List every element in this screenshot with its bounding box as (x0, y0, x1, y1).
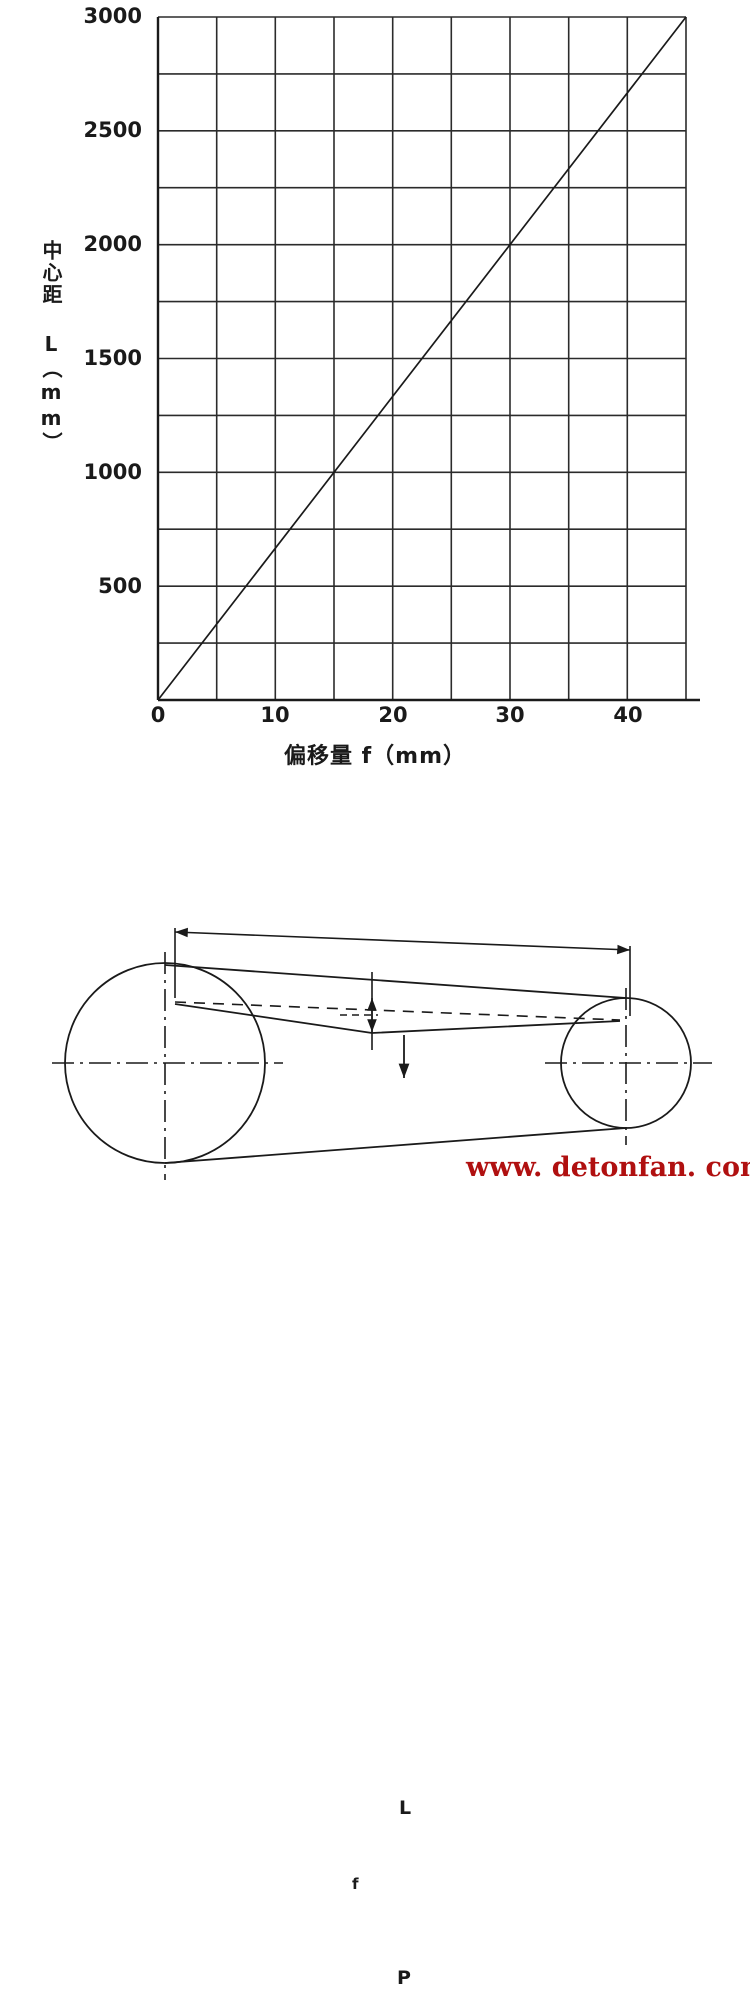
diagram-container: L f P (0, 880, 750, 1989)
x-axis-title: 偏移量 f（mm） (283, 744, 467, 769)
x-tick-label-0: 0 (150, 703, 166, 727)
y-tick-label-500: 500 (98, 574, 142, 598)
label-span-length-L: L (399, 1797, 412, 1819)
x-tick-label-20: 20 (378, 703, 408, 727)
watermark-url: www. detonfan. com (466, 1152, 750, 1183)
dimension-L (174, 927, 631, 1016)
y-tick-label-2000: 2000 (83, 232, 142, 256)
belt-reference-line-dashed (174, 1001, 621, 1021)
label-deflection-f: f (352, 1875, 359, 1893)
x-tick-label-40: 40 (613, 703, 643, 727)
y-tick-label-2500: 2500 (83, 118, 142, 142)
belt-bottom-strand (164, 1127, 627, 1164)
y-tick-label-3000: 3000 (83, 4, 142, 28)
centerlines (52, 952, 712, 1180)
data-line-series-0 (157, 16, 687, 701)
grid-lines-horizontal (158, 16, 686, 701)
dimension-f (340, 972, 378, 1050)
belt-deflected-strand (174, 1003, 621, 1034)
x-tick-label-10: 10 (260, 703, 290, 727)
label-force-P: P (397, 1967, 411, 1989)
belt-drive-diagram-svg (52, 927, 712, 1180)
chart-container: 3000 2500 2000 1500 1000 500 0 10 20 30 … (0, 0, 750, 800)
axis-lines (156, 17, 700, 702)
y-axis-title: 中心距 L（mm） (39, 240, 63, 454)
chart-plot-svg (156, 16, 700, 702)
x-tick-label-30: 30 (495, 703, 525, 727)
y-tick-label-1500: 1500 (83, 346, 142, 370)
belt-top-strand (164, 964, 627, 999)
y-tick-label-1000: 1000 (83, 460, 142, 484)
